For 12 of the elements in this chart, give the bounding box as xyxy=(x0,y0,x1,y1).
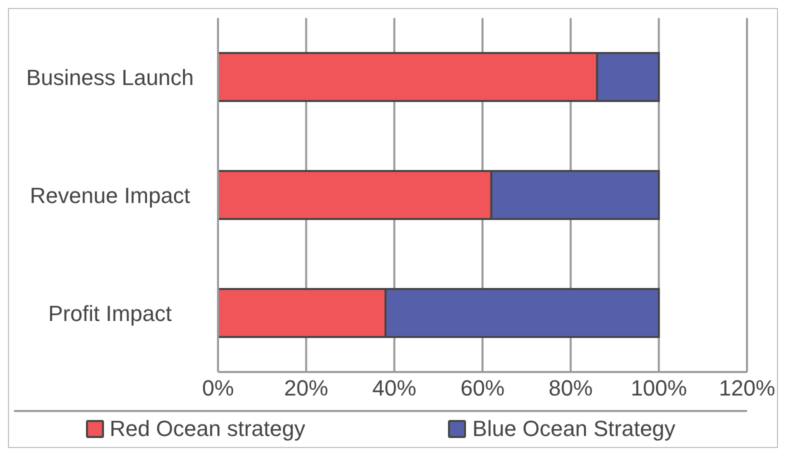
x-tick-label: 60% xyxy=(460,376,505,401)
y-tick-label: Revenue Impact xyxy=(30,182,190,208)
legend-label: Blue Ocean Strategy xyxy=(471,416,676,442)
y-tick-label: Business Launch xyxy=(26,64,194,90)
x-tick-label: 100% xyxy=(630,376,687,401)
legend-label: Red Ocean strategy xyxy=(108,416,306,442)
x-tick-label: 0% xyxy=(202,376,234,401)
x-tick-label: 40% xyxy=(372,376,416,401)
x-tick-label: 120% xyxy=(718,376,776,401)
x-tick-label: 20% xyxy=(284,376,328,401)
y-tick-label: Profit Impact xyxy=(48,300,172,326)
x-tick-label: 80% xyxy=(548,376,593,401)
